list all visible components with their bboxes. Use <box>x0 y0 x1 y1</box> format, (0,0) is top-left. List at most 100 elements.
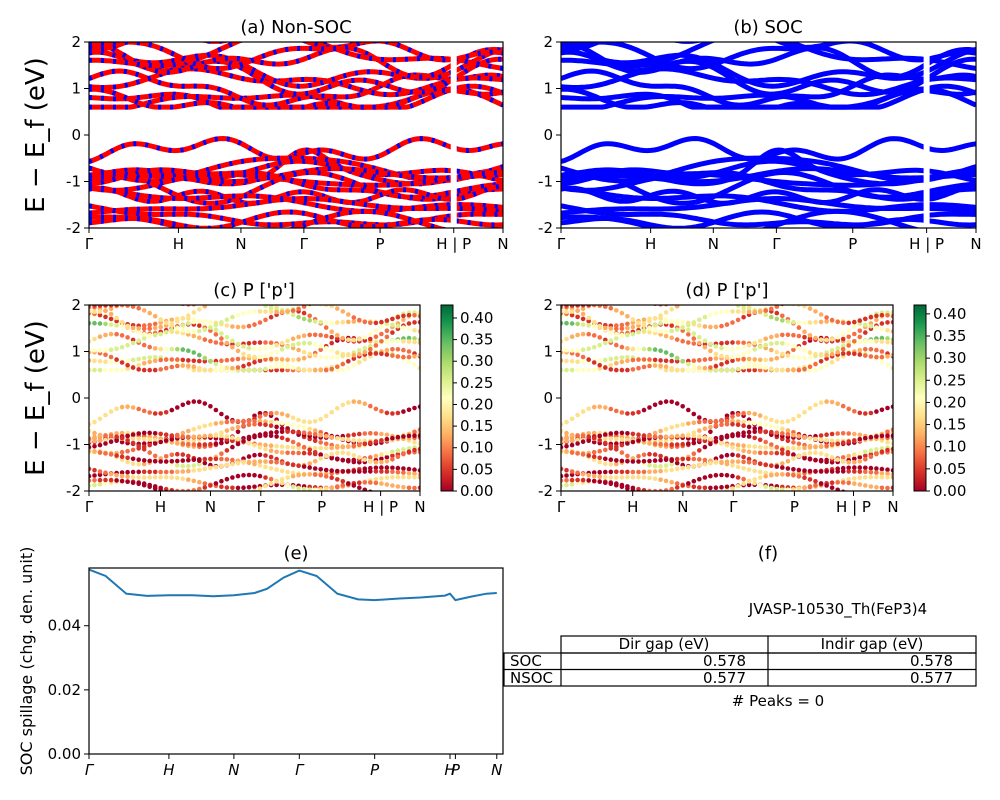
projection-point <box>312 342 318 347</box>
projection-point <box>186 428 191 434</box>
projection-point <box>858 300 863 305</box>
projection-point <box>791 452 796 457</box>
projection-point <box>175 357 180 362</box>
projection-point <box>846 334 851 340</box>
projection-point <box>357 360 362 365</box>
projection-point <box>97 442 103 448</box>
projection-point <box>180 402 186 408</box>
projection-point <box>791 433 796 438</box>
projection-point <box>686 464 691 470</box>
projection-point <box>290 415 296 421</box>
projection-point <box>136 326 141 331</box>
projection-point <box>163 486 169 491</box>
projection-point <box>158 367 163 372</box>
projection-point <box>213 340 219 345</box>
projection-point <box>780 487 785 491</box>
projection-point <box>368 300 373 305</box>
projection-point <box>186 468 191 474</box>
projection-point <box>702 485 708 491</box>
projection-point <box>691 478 697 484</box>
projection-point <box>335 320 340 325</box>
projection-point <box>769 314 774 320</box>
projection-point <box>863 475 868 480</box>
projection-point <box>191 364 197 370</box>
projection-point <box>197 479 202 485</box>
projection-point <box>296 357 301 362</box>
projection-point <box>619 310 625 316</box>
projection-point <box>390 316 395 322</box>
projection-point <box>390 453 395 459</box>
projection-point <box>158 411 163 416</box>
projection-point <box>724 322 730 327</box>
projection-point <box>874 300 879 305</box>
projection-point <box>746 367 752 373</box>
projection-point <box>119 473 125 479</box>
projection-point <box>175 326 180 331</box>
projection-point <box>224 323 230 328</box>
band-line <box>561 196 976 216</box>
projection-point <box>591 470 597 475</box>
projection-point <box>329 445 335 451</box>
projection-point <box>879 433 885 439</box>
projection-point <box>708 341 713 347</box>
projection-point <box>296 306 301 312</box>
projection-point <box>374 491 379 496</box>
panel-d-colorbar: 0.000.050.100.150.200.250.300.350.40 <box>913 304 966 500</box>
projection-point <box>335 450 340 456</box>
projection-point <box>152 332 158 338</box>
colorbar-tick-label: 0.05 <box>933 460 966 478</box>
colorbar-tick-label: 0.30 <box>933 349 966 367</box>
projection-point <box>763 484 768 490</box>
projection-point <box>225 300 230 305</box>
projection-point <box>846 343 851 348</box>
projection-point <box>891 300 896 305</box>
projection-point <box>741 351 746 357</box>
projection-point <box>874 466 879 471</box>
projection-point <box>406 312 412 318</box>
projection-point <box>591 319 597 325</box>
projection-point <box>152 346 158 351</box>
projection-point <box>713 485 719 491</box>
projection-point <box>274 309 279 315</box>
projection-point <box>97 481 103 487</box>
projection-point <box>180 316 186 321</box>
projection-point <box>208 367 213 373</box>
projection-point <box>197 365 202 371</box>
projection-point <box>141 361 147 366</box>
projection-point <box>575 332 580 338</box>
projection-point <box>769 357 774 362</box>
projection-point <box>390 300 395 305</box>
projection-point <box>235 429 241 435</box>
projection-point <box>686 327 691 333</box>
projection-point <box>285 413 290 418</box>
projection-point <box>641 459 647 464</box>
projection-point <box>285 450 290 456</box>
panel-b-xtick-label: N <box>708 235 719 253</box>
projection-point <box>268 481 274 487</box>
projection-point <box>741 365 746 370</box>
projection-point <box>868 314 874 320</box>
projection-point <box>186 329 191 334</box>
projection-point <box>840 469 846 474</box>
projection-point <box>829 469 835 474</box>
projection-point <box>351 438 357 443</box>
projection-point <box>719 323 724 329</box>
projection-point <box>119 449 125 455</box>
projection-point <box>119 404 125 410</box>
projection-point <box>290 422 296 428</box>
projection-point <box>785 353 791 358</box>
projection-point <box>719 300 724 305</box>
projection-point <box>147 322 152 328</box>
projection-point <box>130 432 136 437</box>
projection-point <box>686 332 691 337</box>
projection-point <box>279 357 285 362</box>
projection-point <box>329 468 335 473</box>
projection-point <box>301 425 307 430</box>
projection-point <box>147 458 152 464</box>
projection-point <box>136 436 141 442</box>
projection-point <box>401 317 406 323</box>
projection-point <box>141 367 147 373</box>
projection-point <box>290 439 296 445</box>
projection-point <box>591 454 597 460</box>
projection-point <box>835 441 840 447</box>
